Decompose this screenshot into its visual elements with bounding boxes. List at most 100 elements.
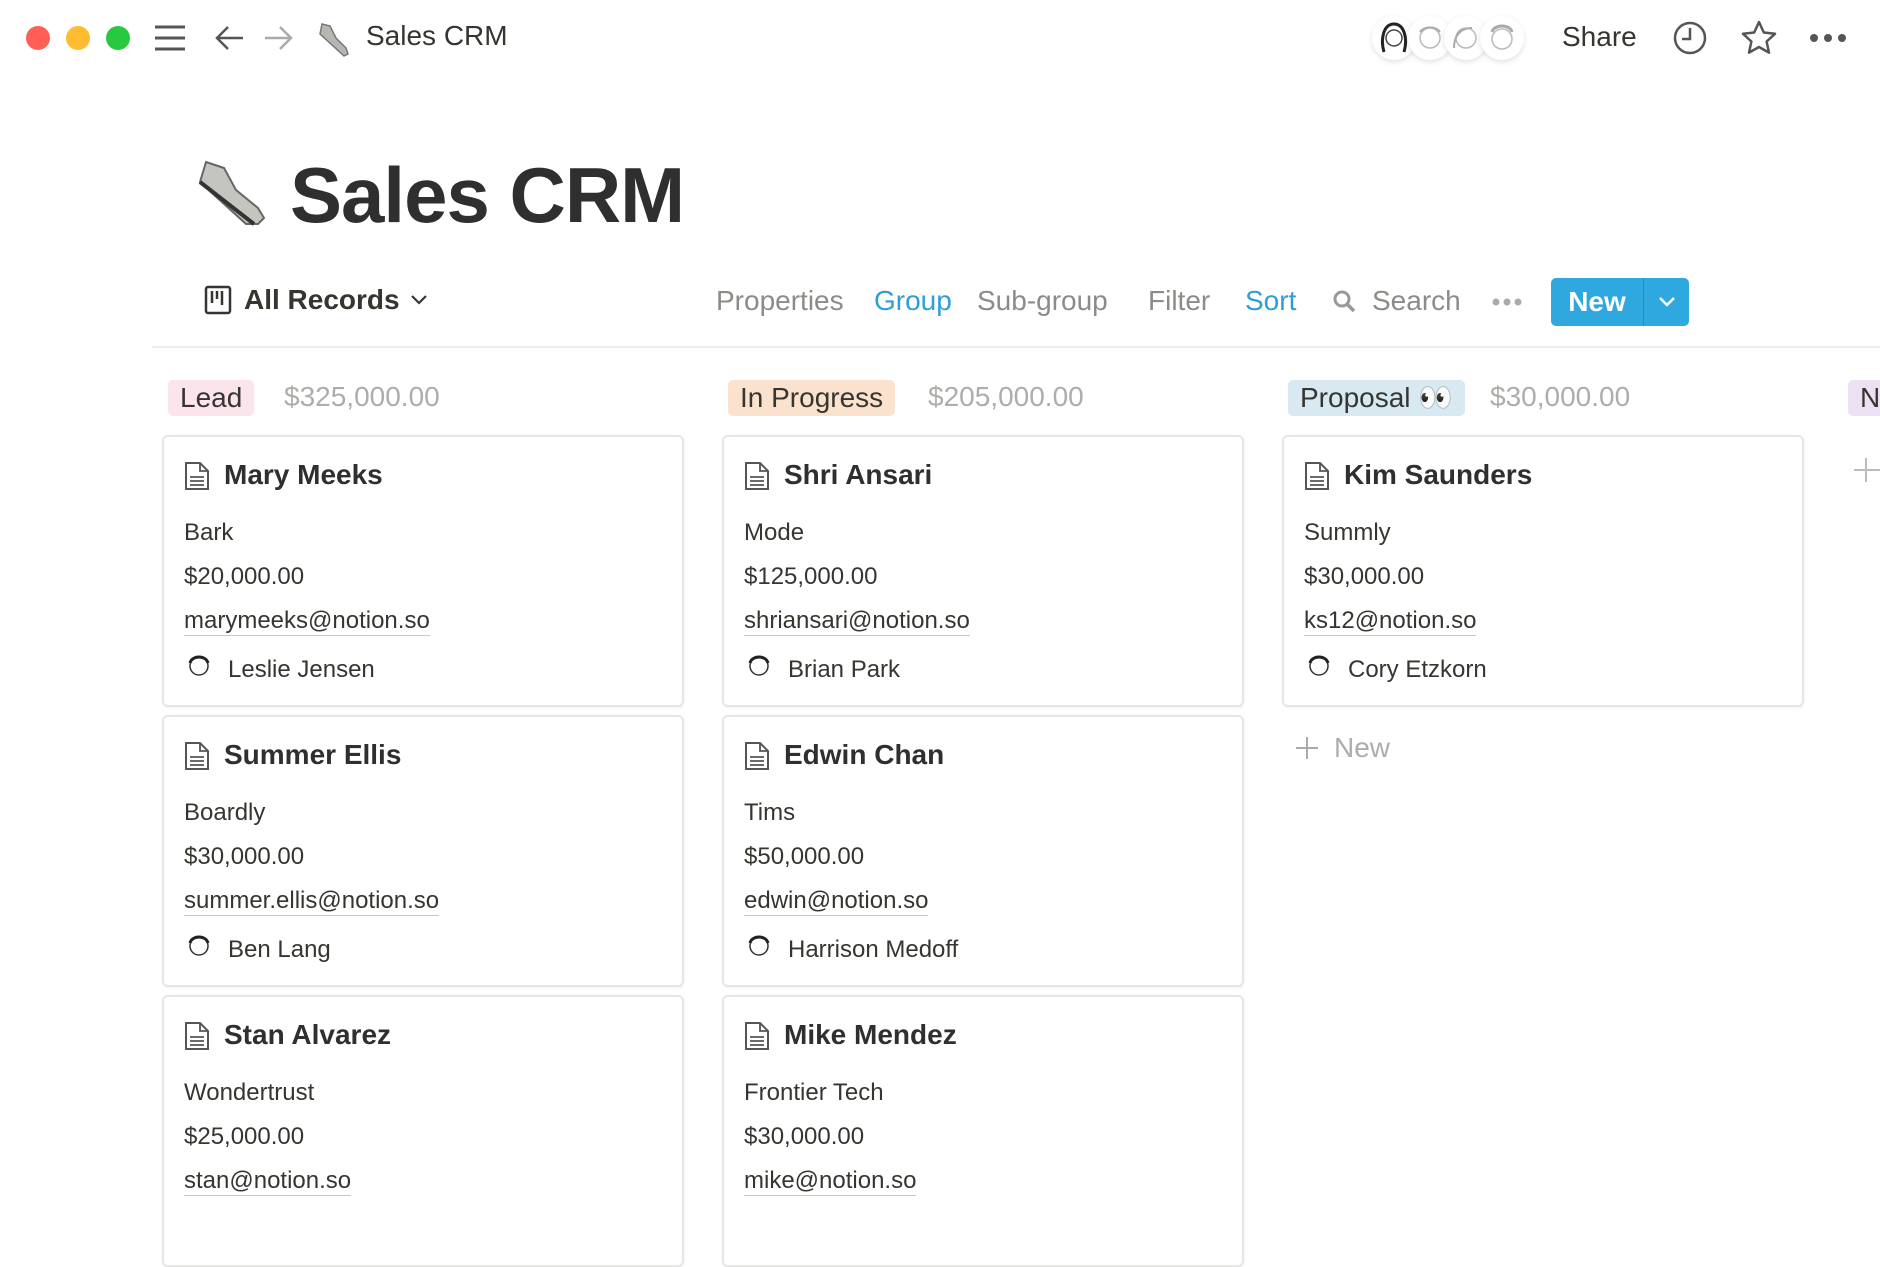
page-icon[interactable] — [196, 156, 270, 235]
card-title: Kim Saunders — [1344, 459, 1533, 490]
forward-arrow-icon[interactable] — [260, 20, 296, 56]
card-amount: $25,000.00 — [184, 1123, 305, 1150]
clock-icon[interactable] — [1670, 18, 1710, 58]
avatar — [744, 651, 788, 688]
card[interactable]: Summer Ellis Boardly $30,000.00 summer.elli… — [162, 715, 684, 987]
card-owner: Leslie Jensen — [184, 651, 375, 688]
card[interactable]: Mike Mendez Frontier Tech $30,000.00 mike@n… — [722, 995, 1244, 1267]
board-view-icon — [204, 285, 232, 315]
page-icon — [184, 461, 210, 496]
card-amount: $125,000.00 — [744, 563, 878, 590]
new-button[interactable]: New — [1568, 286, 1626, 317]
column-total: $325,000.00 — [284, 381, 440, 412]
add-card-label: New — [1334, 732, 1391, 763]
share-button[interactable]: Share — [1562, 21, 1637, 52]
card-title: Summer Ellis — [224, 739, 402, 770]
card-amount: $30,000.00 — [1304, 563, 1425, 590]
search-button[interactable]: Search — [1332, 285, 1461, 317]
owner-name: Brian Park — [788, 655, 901, 683]
card-title: Shri Ansari — [784, 459, 933, 490]
star-icon[interactable] — [1738, 18, 1780, 58]
column-label[interactable]: Proposal 👀 — [1288, 380, 1466, 416]
close-window-button[interactable] — [26, 26, 50, 50]
card-amount: $30,000.00 — [184, 843, 305, 870]
avatar — [1304, 651, 1348, 688]
search-label: Search — [1372, 285, 1461, 316]
page-icon — [744, 1021, 770, 1056]
card-owner: Brian Park — [744, 651, 900, 688]
card-company: Bark — [184, 519, 234, 546]
card-email[interactable]: mike@notion.so — [744, 1167, 917, 1196]
avatar — [744, 931, 788, 968]
search-icon — [1333, 290, 1356, 313]
maximize-window-button[interactable] — [106, 26, 130, 50]
back-arrow-icon[interactable] — [212, 20, 248, 56]
card-company: Tims — [744, 799, 796, 826]
card[interactable]: Edwin Chan Tims $50,000.00 edwin@notion.so H… — [722, 715, 1244, 987]
filter-button[interactable]: Filter — [1148, 285, 1211, 316]
card-amount: $50,000.00 — [744, 843, 865, 870]
column-label[interactable]: Lead — [168, 380, 255, 416]
more-options-icon[interactable] — [1490, 292, 1524, 312]
view-selector[interactable]: All Records — [204, 284, 428, 316]
more-icon[interactable] — [1808, 26, 1848, 50]
card-company: Wondertrust — [184, 1079, 315, 1106]
card-title: Mary Meeks — [224, 459, 383, 490]
avatar — [184, 931, 228, 968]
avatar — [184, 651, 228, 688]
owner-name: Harrison Medoff — [788, 935, 959, 963]
minimize-window-button[interactable] — [66, 26, 90, 50]
owner-name: Leslie Jensen — [228, 655, 375, 683]
card-company: Boardly — [184, 799, 266, 826]
page-icon — [744, 741, 770, 776]
card-amount: $30,000.00 — [744, 1123, 865, 1150]
group-button[interactable]: Group — [874, 285, 952, 316]
avatar[interactable] — [1480, 16, 1524, 60]
add-card-button[interactable]: New — [1294, 732, 1390, 764]
page-icon — [184, 1021, 210, 1056]
column-label[interactable]: N — [1848, 380, 1880, 416]
card[interactable]: Kim Saunders Summly $30,000.00 ks12@notion.… — [1282, 435, 1804, 707]
plus-icon[interactable] — [1852, 456, 1880, 489]
card-email[interactable]: edwin@notion.so — [744, 887, 929, 916]
page-icon — [744, 461, 770, 496]
card-owner: Ben Lang — [184, 931, 331, 968]
column-total: $30,000.00 — [1490, 381, 1631, 412]
card-company: Mode — [744, 519, 805, 546]
card[interactable]: Stan Alvarez Wondertrust $25,000.00 stan@no… — [162, 995, 684, 1267]
page-icon — [1304, 461, 1330, 496]
card-email[interactable]: ks12@notion.so — [1304, 607, 1477, 636]
card-owner: Cory Etzkorn — [1304, 651, 1487, 688]
card-company: Summly — [1304, 519, 1391, 546]
new-button-group: New — [1551, 278, 1689, 326]
properties-button[interactable]: Properties — [716, 285, 844, 316]
menu-icon[interactable] — [152, 22, 188, 54]
chevron-down-icon — [410, 295, 427, 305]
card-company: Frontier Tech — [744, 1079, 884, 1106]
page-icon — [184, 741, 210, 776]
page-title: Sales CRM — [290, 151, 685, 239]
card-title: Mike Mendez — [784, 1019, 957, 1050]
sort-button[interactable]: Sort — [1245, 285, 1297, 316]
column-total: $205,000.00 — [928, 381, 1084, 412]
owner-name: Ben Lang — [228, 935, 331, 963]
card-title: Stan Alvarez — [224, 1019, 392, 1050]
card-amount: $20,000.00 — [184, 563, 305, 590]
new-dropdown-button[interactable] — [1644, 296, 1689, 308]
owner-name: Cory Etzkorn — [1348, 655, 1487, 683]
view-label: All Records — [244, 284, 400, 315]
card[interactable]: Shri Ansari Mode $125,000.00 shriansari@not… — [722, 435, 1244, 707]
card-email[interactable]: shriansari@notion.so — [744, 607, 970, 636]
chevron-down-icon — [1658, 297, 1675, 307]
subgroup-button[interactable]: Sub-group — [977, 285, 1108, 316]
card[interactable]: Mary Meeks Bark $20,000.00 marymeeks@notion… — [162, 435, 684, 707]
card-email[interactable]: summer.ellis@notion.so — [184, 887, 440, 916]
toolbar-divider — [152, 346, 1880, 348]
column-label[interactable]: In Progress — [728, 380, 896, 416]
sneaker-icon — [316, 20, 352, 57]
card-email[interactable]: marymeeks@notion.so — [184, 607, 430, 636]
card-owner: Harrison Medoff — [744, 931, 958, 968]
plus-icon — [1296, 737, 1318, 759]
card-email[interactable]: stan@notion.so — [184, 1167, 352, 1196]
window-title: Sales CRM — [366, 20, 508, 51]
